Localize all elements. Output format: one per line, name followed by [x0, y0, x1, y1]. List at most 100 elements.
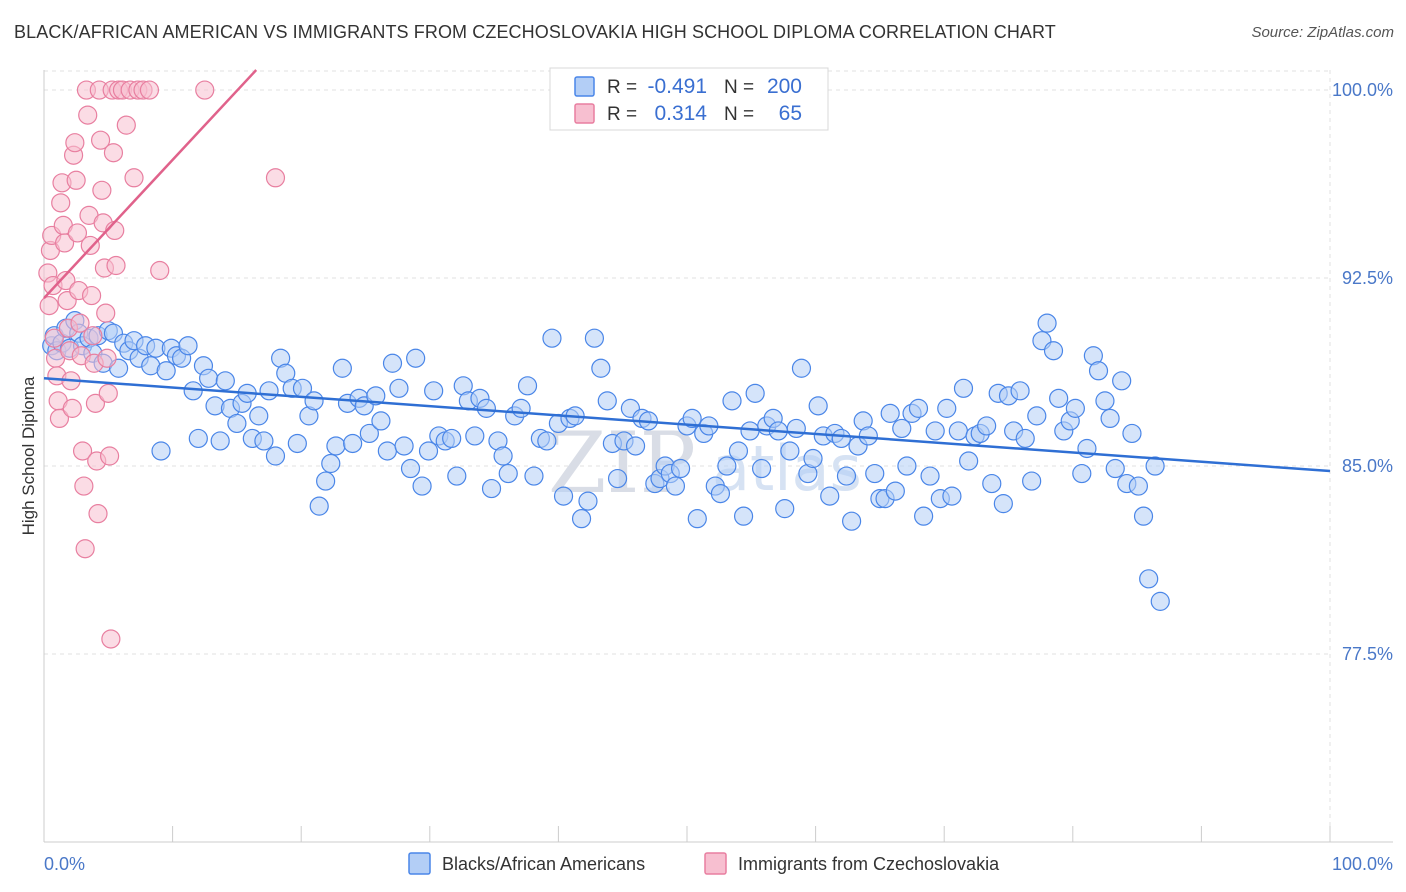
- point-blacks: [442, 428, 462, 449]
- point-czech: [78, 105, 98, 125]
- point-blacks: [578, 491, 598, 511]
- point-czech: [70, 313, 90, 333]
- point-blacks: [1100, 408, 1120, 429]
- point-blacks: [897, 456, 917, 476]
- point-blacks: [1043, 341, 1064, 361]
- point-blacks: [156, 361, 176, 381]
- point-blacks: [908, 398, 929, 418]
- y-tick-label: 100.0%: [1332, 80, 1393, 100]
- point-blacks: [1037, 313, 1057, 333]
- point-blacks: [858, 426, 878, 446]
- point-blacks: [537, 431, 557, 451]
- point-blacks: [424, 381, 444, 401]
- point-blacks: [885, 481, 905, 501]
- point-blacks: [740, 421, 760, 441]
- point-blacks: [304, 391, 324, 411]
- stats-swatch-czech: [574, 103, 595, 124]
- point-blacks: [418, 441, 439, 461]
- point-blacks: [553, 486, 574, 506]
- point-blacks: [326, 436, 346, 456]
- point-czech: [96, 303, 116, 323]
- y-tick-label: 85.0%: [1342, 456, 1393, 476]
- point-czech: [66, 170, 86, 190]
- chart-title: BLACK/AFRICAN AMERICAN VS IMMIGRANTS FRO…: [14, 22, 1056, 42]
- point-blacks: [400, 458, 421, 479]
- point-blacks: [728, 441, 749, 461]
- legend-swatch-czech: [704, 852, 727, 875]
- point-blacks: [210, 431, 230, 451]
- point-blacks: [892, 418, 912, 439]
- point-blacks: [332, 358, 352, 378]
- point-czech: [49, 408, 70, 429]
- point-blacks: [1105, 458, 1125, 479]
- point-blacks: [959, 451, 979, 471]
- point-czech: [80, 235, 100, 256]
- point-blacks: [820, 486, 840, 506]
- legend-label-blacks: Blacks/African Americans: [442, 854, 645, 874]
- point-blacks: [1027, 406, 1047, 426]
- point-czech: [85, 393, 106, 413]
- point-blacks: [836, 466, 857, 486]
- point-blacks: [511, 398, 531, 418]
- point-blacks: [948, 421, 968, 441]
- point-czech: [62, 398, 82, 418]
- point-blacks: [1022, 471, 1042, 491]
- point-blacks: [982, 473, 1002, 494]
- point-blacks: [751, 458, 772, 479]
- point-blacks: [382, 353, 403, 373]
- point-blacks: [343, 433, 363, 454]
- point-blacks: [607, 468, 628, 489]
- stats-r-value-czech: 0.314: [654, 102, 707, 125]
- point-czech: [92, 180, 112, 200]
- point-blacks: [412, 476, 432, 496]
- point-blacks: [1010, 381, 1030, 401]
- point-czech: [195, 80, 215, 100]
- y-axis-label: High School Diploma: [19, 376, 38, 535]
- point-blacks: [259, 381, 279, 401]
- point-blacks: [321, 453, 341, 474]
- point-blacks: [359, 423, 379, 444]
- point-czech: [81, 285, 102, 306]
- point-blacks: [953, 378, 974, 398]
- point-blacks: [394, 436, 414, 456]
- point-blacks: [925, 421, 945, 441]
- legend-swatch-blacks: [408, 852, 431, 875]
- point-blacks: [803, 448, 823, 469]
- point-czech: [97, 348, 117, 368]
- point-blacks: [287, 433, 307, 454]
- point-czech: [101, 629, 121, 649]
- point-blacks: [309, 496, 329, 516]
- point-czech: [74, 476, 94, 496]
- point-blacks: [1112, 371, 1132, 391]
- point-blacks: [542, 328, 562, 348]
- point-czech: [150, 260, 170, 281]
- point-blacks: [377, 441, 397, 461]
- point-czech: [106, 255, 126, 276]
- point-blacks: [188, 428, 208, 449]
- point-czech: [51, 193, 71, 213]
- point-blacks: [710, 483, 731, 504]
- point-blacks: [389, 378, 409, 398]
- point-blacks: [1095, 391, 1115, 411]
- point-blacks: [597, 391, 617, 411]
- point-blacks: [920, 466, 940, 486]
- point-blacks: [1088, 361, 1109, 381]
- point-czech: [54, 233, 75, 253]
- point-blacks: [571, 509, 592, 529]
- point-blacks: [447, 466, 467, 486]
- point-czech: [265, 168, 286, 188]
- point-blacks: [993, 494, 1013, 514]
- point-blacks: [1065, 398, 1085, 418]
- point-blacks: [1150, 591, 1170, 611]
- point-blacks: [722, 391, 742, 411]
- point-blacks: [682, 408, 702, 429]
- point-blacks: [786, 418, 806, 439]
- point-czech: [65, 133, 85, 153]
- legend: Blacks/African Americans Immigrants from…: [408, 852, 1000, 875]
- point-blacks: [498, 463, 518, 484]
- point-blacks: [591, 358, 611, 378]
- point-czech: [56, 270, 76, 291]
- point-czech: [98, 383, 118, 403]
- trend-line-czech: [43, 69, 258, 299]
- point-blacks: [1139, 569, 1159, 589]
